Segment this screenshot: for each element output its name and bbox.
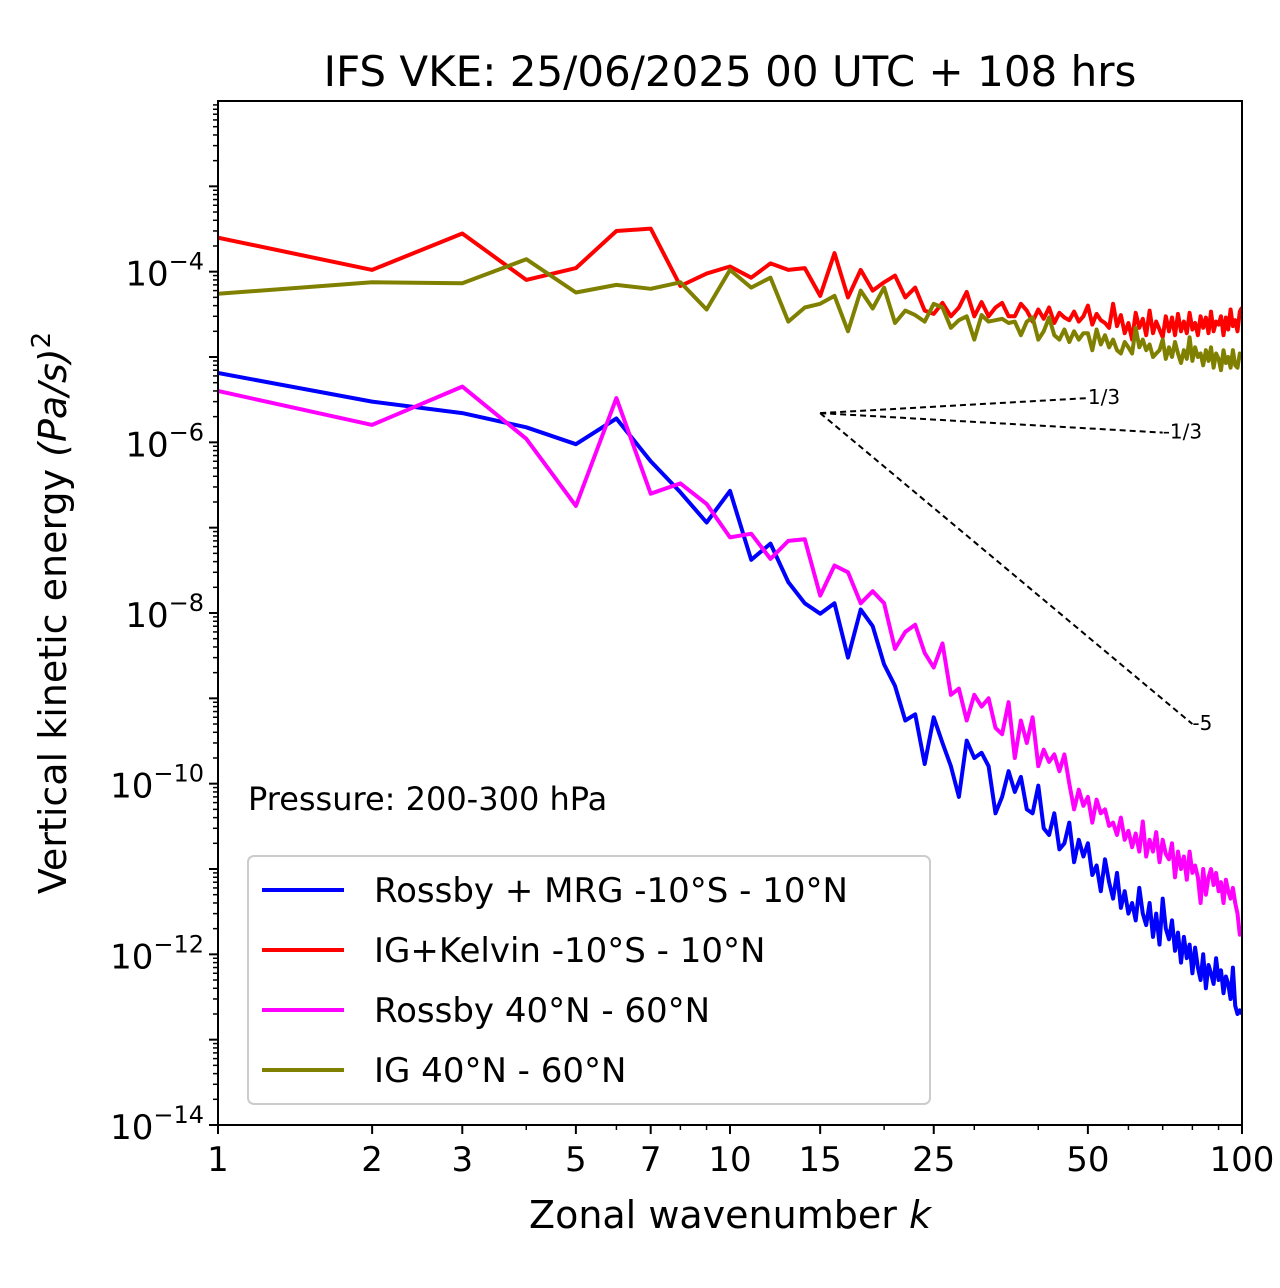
legend: Rossby + MRG -10°S - 10°N IG+Kelvin -10°S… bbox=[247, 855, 931, 1105]
reference-slope-line bbox=[820, 397, 1088, 415]
x-tick-label: 1 bbox=[207, 1140, 229, 1180]
x-tick-label: 2 bbox=[361, 1140, 383, 1180]
legend-label: IG 40°N - 60°N bbox=[374, 1051, 626, 1091]
y-tick-label: 10−10 bbox=[110, 760, 204, 807]
series-lines bbox=[218, 226, 1242, 1016]
reference-slope-line bbox=[819, 412, 1194, 725]
y-tick-label: 10−6 bbox=[125, 418, 204, 465]
pressure-annotation: Pressure: 200-300 hPa bbox=[248, 780, 607, 818]
chart-title: IFS VKE: 25/06/2025 00 UTC + 108 hrs bbox=[324, 47, 1137, 96]
y-tick-label: 10−4 bbox=[125, 248, 204, 295]
reference-slope-line bbox=[820, 412, 1163, 434]
x-tick-label: 7 bbox=[640, 1140, 662, 1180]
x-tick-label: 25 bbox=[912, 1140, 955, 1180]
series-line bbox=[218, 371, 1242, 1016]
x-tick-label: 3 bbox=[451, 1140, 473, 1180]
legend-box bbox=[247, 855, 931, 1105]
y-axis: 10−14 10−12 10−10 10−8 10−6 10−4 bbox=[110, 104, 218, 1148]
reference-slope-label: 1/3 bbox=[1088, 385, 1120, 409]
y-axis-label: Vertical kinetic energy (Pa/s)2 bbox=[27, 332, 75, 894]
x-axis-label-text: Zonal wavenumber bbox=[529, 1193, 909, 1237]
legend-label: Rossby + MRG -10°S - 10°N bbox=[374, 871, 848, 911]
x-axis-label-symbol: k bbox=[909, 1193, 933, 1237]
x-axis: 1 2 3 5 7 10 15 25 50 100 bbox=[207, 1125, 1274, 1180]
reference-slope-label: -5 bbox=[1192, 711, 1212, 735]
x-axis-label: Zonal wavenumber k bbox=[529, 1193, 933, 1237]
x-tick-label: 5 bbox=[565, 1140, 587, 1180]
legend-items: Rossby + MRG -10°S - 10°N IG+Kelvin -10°S… bbox=[262, 871, 848, 1091]
y-tick-label: 10−12 bbox=[110, 930, 204, 977]
x-tick-label: 100 bbox=[1210, 1140, 1275, 1180]
x-tick-label: 50 bbox=[1066, 1140, 1109, 1180]
series-line bbox=[218, 384, 1242, 937]
y-axis-label-exponent: 2 bbox=[27, 332, 57, 349]
x-tick-label: 15 bbox=[799, 1140, 842, 1180]
reference-slope-label: -1/3 bbox=[1163, 420, 1202, 444]
y-tick-label: 10−8 bbox=[125, 589, 204, 636]
series-line bbox=[218, 257, 1242, 373]
reference-slope-labels: 1/3 -1/3 -5 bbox=[1088, 385, 1212, 735]
legend-label: IG+Kelvin -10°S - 10°N bbox=[374, 931, 765, 971]
y-axis-label-unit: (Pa/s) bbox=[31, 348, 75, 456]
series-line bbox=[218, 226, 1242, 342]
legend-label: Rossby 40°N - 60°N bbox=[374, 991, 710, 1031]
y-tick-label: 10−14 bbox=[110, 1101, 204, 1148]
x-tick-label: 10 bbox=[708, 1140, 751, 1180]
reference-slopes bbox=[819, 397, 1194, 725]
y-axis-label-text: Vertical kinetic energy bbox=[31, 457, 75, 894]
